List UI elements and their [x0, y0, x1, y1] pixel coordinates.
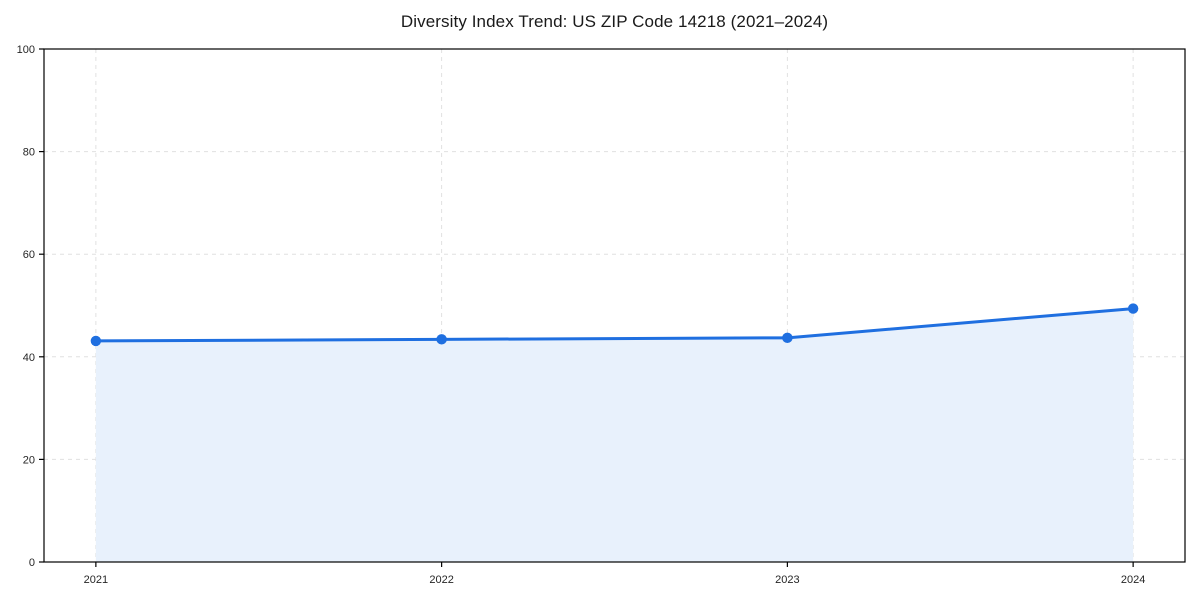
y-tick-label: 20	[23, 454, 35, 466]
y-tick-label: 100	[17, 44, 35, 56]
x-tick-label: 2023	[775, 574, 799, 586]
area-fill	[95, 308, 1134, 562]
plot-border	[43, 48, 1186, 563]
x-tick-label: 2022	[429, 574, 453, 586]
y-tick-label: 60	[23, 249, 35, 261]
y-tick-label: 80	[23, 147, 35, 159]
data-point-marker	[436, 334, 447, 345]
data-point-marker	[1127, 303, 1139, 314]
x-tick-label: 2021	[84, 574, 108, 586]
y-tick-label: 40	[23, 352, 35, 364]
data-point-marker	[90, 335, 102, 347]
x-tick-label: 2024	[1121, 574, 1145, 586]
chart-title: Diversity Index Trend: US ZIP Code 14218…	[400, 12, 829, 31]
trend-line	[94, 307, 1135, 343]
y-tick-label: 0	[29, 557, 35, 569]
data-point-marker	[782, 332, 793, 344]
